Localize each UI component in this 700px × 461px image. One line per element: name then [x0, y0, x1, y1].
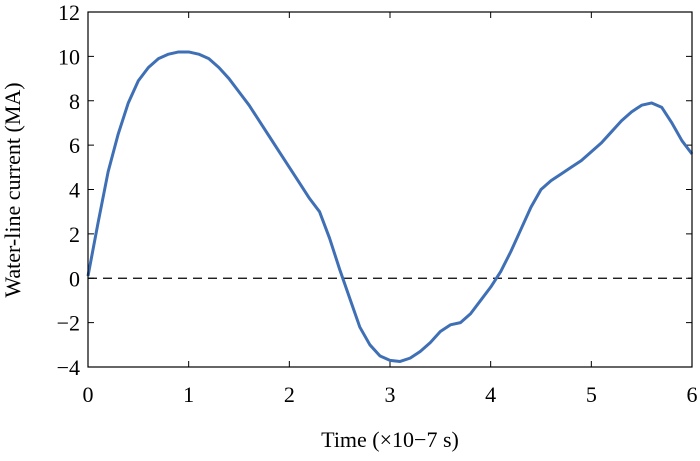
- y-tick-label: 0: [69, 266, 80, 291]
- y-tick-label: 2: [69, 222, 80, 247]
- x-tick-label: 1: [183, 382, 194, 407]
- y-tick-label: 8: [69, 89, 80, 114]
- y-axis-label: Water-line current (MA): [0, 82, 25, 297]
- y-tick-label: 4: [69, 178, 80, 203]
- x-tick-label: 6: [687, 382, 698, 407]
- data-line: [86, 50, 694, 363]
- y-tick-label: −2: [57, 311, 80, 336]
- y-tick-label: 10: [58, 44, 80, 69]
- x-tick-label: 3: [385, 382, 396, 407]
- y-tick-label: −4: [57, 355, 80, 380]
- plot-frame: [87, 11, 693, 368]
- x-axis-label: Time (×10−7 s): [321, 427, 459, 452]
- y-tick-label: 12: [58, 0, 80, 25]
- x-tick-label: 0: [83, 382, 94, 407]
- x-tick-label: 2: [284, 382, 295, 407]
- y-tick-label: 6: [69, 133, 80, 158]
- x-tick-label: 5: [586, 382, 597, 407]
- x-tick-label: 4: [485, 382, 496, 407]
